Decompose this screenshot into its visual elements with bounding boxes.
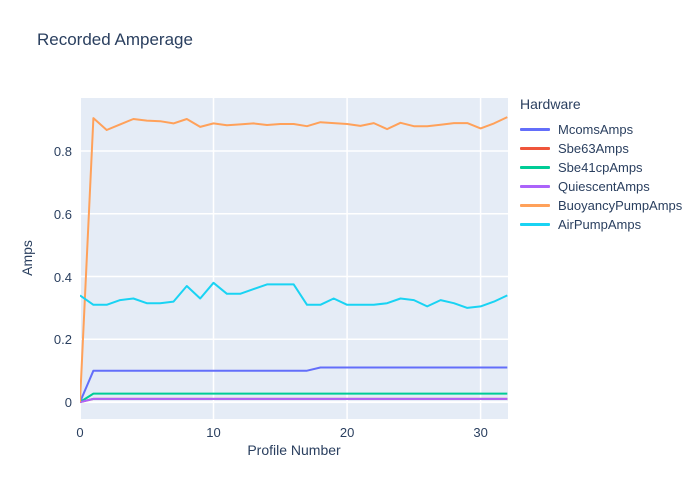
y-tick-label: 0.4 (53, 269, 72, 285)
legend-item-label: McomsAmps (558, 122, 634, 137)
y-tick-label: 0.2 (53, 332, 72, 348)
legend-item-label: Sbe63Amps (558, 141, 629, 156)
legend-item-Sbe41cpAmps[interactable]: Sbe41cpAmps (520, 158, 682, 177)
legend-item-McomsAmps[interactable]: McomsAmps (520, 120, 682, 139)
series-line-McomsAmps[interactable] (80, 366, 508, 403)
series-line-BuoyancyPumpAmps[interactable] (80, 116, 508, 403)
x-tick-label: 10 (206, 425, 221, 440)
x-tick-label: 0 (76, 425, 84, 440)
series-line-QuiescentAmps[interactable] (80, 397, 508, 404)
legend-item-label: QuiescentAmps (558, 179, 650, 194)
series-line-Sbe41cpAmps[interactable] (80, 392, 508, 403)
legend-line-swatch-icon (520, 185, 550, 188)
x-tick-label: 30 (473, 425, 488, 440)
legend-item-Sbe63Amps[interactable]: Sbe63Amps (520, 139, 682, 158)
legend-item-BuoyancyPumpAmps[interactable]: BuoyancyPumpAmps (520, 196, 682, 215)
legend-item-QuiescentAmps[interactable]: QuiescentAmps (520, 177, 682, 196)
legend-item-label: Sbe41cpAmps (558, 160, 643, 175)
legend-line-swatch-icon (520, 223, 550, 226)
legend-line-swatch-icon (520, 128, 550, 131)
legend-title: Hardware (520, 96, 581, 112)
chart-title: Recorded Amperage (37, 30, 193, 49)
legend-line-swatch-icon (520, 166, 550, 169)
legend: Hardware McomsAmps Sbe63Amps Sbe41cpAmps Qu… (520, 96, 682, 234)
series-line-AirPumpAmps[interactable] (80, 281, 508, 309)
y-axis-title: Amps (19, 240, 35, 276)
legend-item-label: BuoyancyPumpAmps (558, 198, 683, 213)
legend-items: McomsAmps Sbe63Amps Sbe41cpAmps QuiescentAm… (520, 120, 682, 234)
legend-line-swatch-icon (520, 147, 550, 150)
legend-item-AirPumpAmps[interactable]: AirPumpAmps (520, 215, 682, 234)
x-axis-title: Profile Number (247, 442, 341, 458)
y-tick-label: 0.6 (53, 206, 72, 222)
legend-item-label: AirPumpAmps (558, 217, 642, 232)
plot-area[interactable] (80, 98, 508, 419)
x-tick-label: 20 (339, 425, 355, 440)
legend-line-swatch-icon (520, 204, 550, 207)
y-tick-label: 0 (64, 395, 72, 411)
y-tick-label: 0.8 (53, 144, 72, 160)
